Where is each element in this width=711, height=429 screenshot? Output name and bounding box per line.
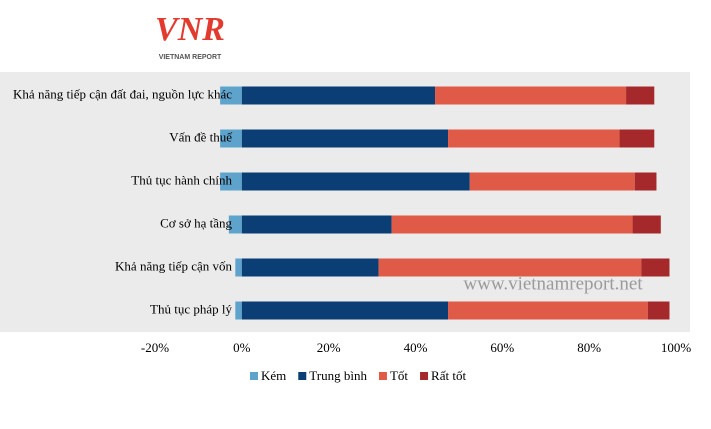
legend-label: Kém bbox=[261, 368, 286, 383]
bar-segment bbox=[647, 301, 670, 320]
bar-segment bbox=[220, 172, 242, 191]
logo: VNR VIETNAM REPORT bbox=[155, 11, 225, 61]
legend-label: Tốt bbox=[390, 368, 408, 383]
bar-segment bbox=[241, 215, 392, 234]
x-tick-label: 80% bbox=[577, 340, 601, 355]
category-label: Vấn đề thuế bbox=[169, 129, 233, 144]
bar-segment bbox=[235, 301, 242, 320]
bar-segment bbox=[469, 172, 635, 191]
category-label: Cơ sở hạ tầng bbox=[160, 215, 232, 230]
legend-swatch bbox=[298, 372, 307, 380]
plot-background bbox=[0, 72, 690, 332]
category-label: Khả năng tiếp cận vốn bbox=[115, 258, 232, 273]
legend-label: Rất tốt bbox=[431, 368, 466, 383]
bar-segment bbox=[228, 215, 242, 234]
bar-segment bbox=[634, 172, 657, 191]
bar-segment bbox=[220, 129, 242, 148]
legend-swatch bbox=[420, 372, 429, 380]
bar-segment bbox=[241, 258, 379, 277]
legend-label: Trung bình bbox=[309, 368, 367, 383]
bar-segment bbox=[435, 86, 627, 105]
bar-segment bbox=[220, 86, 242, 105]
bar-segment bbox=[632, 215, 661, 234]
bar-segment bbox=[241, 86, 436, 105]
x-tick-label: -20% bbox=[141, 340, 169, 355]
legend-swatch bbox=[250, 372, 258, 380]
category-label: Thủ tục hành chính bbox=[131, 172, 232, 187]
bar-segment bbox=[619, 129, 655, 148]
bar-segment bbox=[241, 172, 470, 191]
bar-segment bbox=[235, 258, 242, 277]
bar-segment bbox=[378, 258, 642, 277]
watermark: www.vietnamreport.net bbox=[463, 273, 643, 294]
bar-segment bbox=[448, 301, 648, 320]
bar-segment bbox=[448, 129, 620, 148]
legend-swatch bbox=[378, 372, 387, 380]
bar-segment bbox=[626, 86, 655, 105]
bar-segment bbox=[241, 129, 449, 148]
x-tick-label: 20% bbox=[317, 340, 341, 355]
x-tick-label: 40% bbox=[404, 340, 428, 355]
bar-segment bbox=[641, 258, 670, 277]
logo-name: VIETNAM REPORT bbox=[159, 54, 222, 61]
x-tick-label: 60% bbox=[490, 340, 514, 355]
bar-segment bbox=[241, 301, 449, 320]
x-tick-label: 0% bbox=[233, 340, 251, 355]
logo-mark: VNR bbox=[155, 11, 225, 48]
category-label: Khả năng tiếp cận đất đai, nguồn lực khá… bbox=[13, 86, 232, 101]
x-tick-label: 100% bbox=[661, 340, 692, 355]
category-label: Thủ tục pháp lý bbox=[150, 301, 232, 316]
bar-segment bbox=[391, 215, 633, 234]
